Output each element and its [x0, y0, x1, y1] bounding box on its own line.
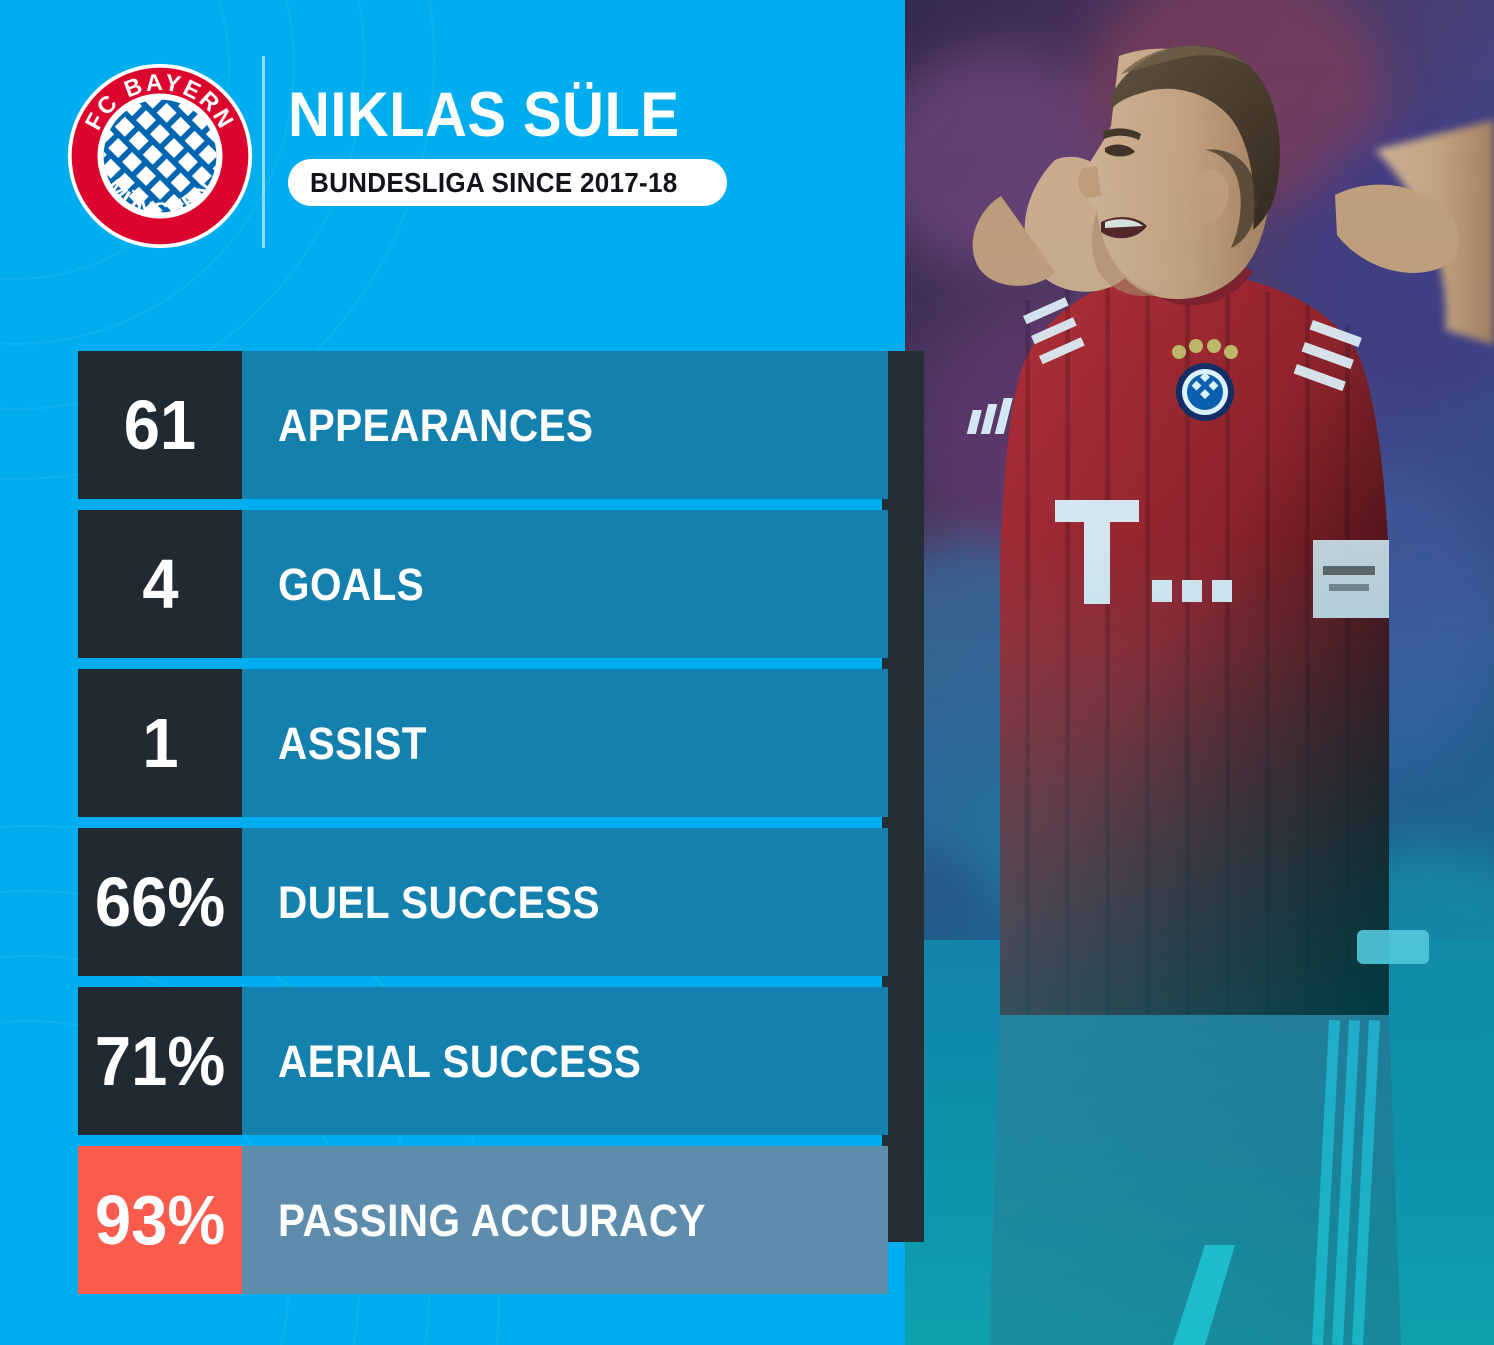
stat-row: 1 ASSIST — [78, 669, 888, 817]
stat-row: 66% DUEL SUCCESS — [78, 828, 888, 976]
stat-value: 71% — [94, 1022, 226, 1100]
subtitle-badge: BUNDESLIGA SINCE 2017-18 — [288, 159, 728, 206]
stat-value-badge: 93% — [78, 1146, 242, 1294]
stat-value: 61 — [123, 386, 197, 464]
stat-row: 93% PASSING ACCURACY — [78, 1146, 888, 1294]
header-divider — [262, 56, 265, 248]
stat-label: DUEL SUCCESS — [278, 876, 600, 928]
photo-gradient-overlay — [905, 0, 1494, 1345]
player-photo — [905, 0, 1494, 1345]
stat-value-badge: 71% — [78, 987, 242, 1135]
stat-label: GOALS — [278, 558, 425, 610]
stat-label-cell: AERIAL SUCCESS — [242, 987, 888, 1135]
stat-label: APPEARANCES — [278, 399, 594, 451]
photo-tint-overlay — [905, 0, 1494, 1345]
stat-value: 1 — [141, 704, 179, 782]
stat-row: 4 GOALS — [78, 510, 888, 658]
stat-row: 71% AERIAL SUCCESS — [78, 987, 888, 1135]
stat-label-cell: APPEARANCES — [242, 351, 888, 499]
stat-value: 93% — [94, 1181, 226, 1259]
stat-label: AERIAL SUCCESS — [278, 1035, 642, 1087]
stat-label-cell: PASSING ACCURACY — [242, 1146, 888, 1294]
stat-label: PASSING ACCURACY — [278, 1194, 706, 1246]
stats-side-bar — [882, 351, 924, 1242]
stat-value-badge: 66% — [78, 828, 242, 976]
stat-row: 61 APPEARANCES — [78, 351, 888, 499]
stat-value: 66% — [94, 863, 226, 941]
header: FC BAYERN MÜNCHEN NIKLAS SÜLE BUNDESLIGA… — [0, 0, 905, 300]
subtitle-text: BUNDESLIGA SINCE 2017-18 — [310, 166, 678, 198]
stat-value-badge: 4 — [78, 510, 242, 658]
stat-label-cell: ASSIST — [242, 669, 888, 817]
stat-value: 4 — [141, 545, 179, 623]
stat-value-badge: 1 — [78, 669, 242, 817]
stat-label-cell: GOALS — [242, 510, 888, 658]
stat-label-cell: DUEL SUCCESS — [242, 828, 888, 976]
club-crest-icon: FC BAYERN MÜNCHEN — [66, 62, 254, 250]
stat-value-badge: 61 — [78, 351, 242, 499]
stats-panel: 61 APPEARANCES 4 GOALS 1 ASSIST 66% DUEL SUCCES… — [78, 351, 924, 1294]
page-title: NIKLAS SÜLE — [288, 80, 680, 150]
stat-label: ASSIST — [278, 717, 427, 769]
